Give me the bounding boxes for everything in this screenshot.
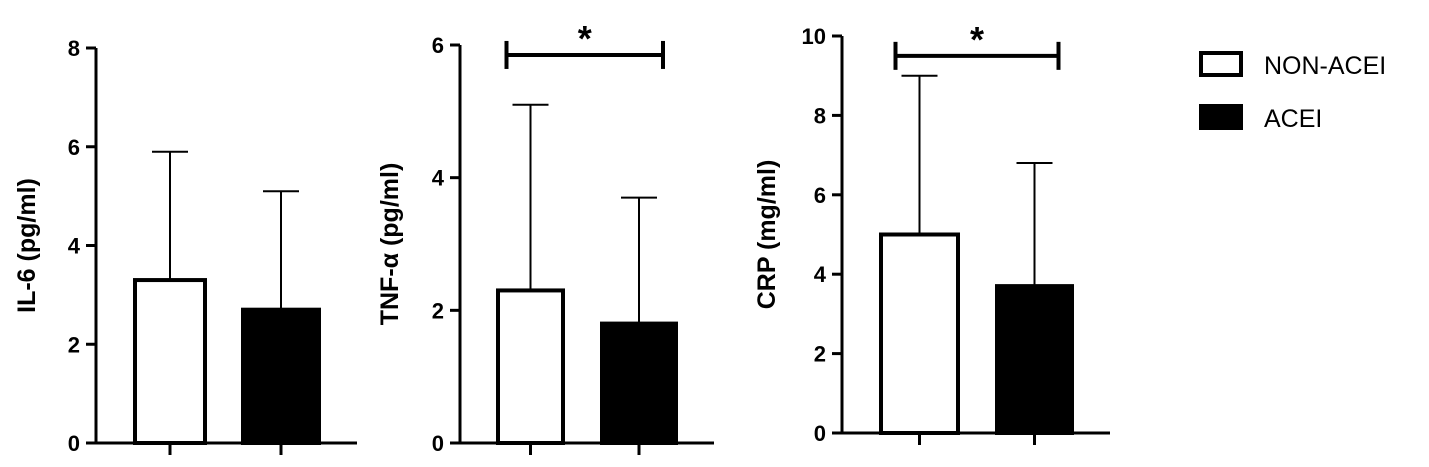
legend-label-acei: ACEI	[1264, 105, 1322, 133]
y-tick-label: 4	[432, 166, 445, 191]
y-tick-label: 10	[802, 24, 826, 49]
y-tick-label: 6	[814, 183, 826, 208]
y-tick-label: 2	[68, 332, 80, 357]
y-tick-label: 6	[432, 33, 444, 58]
bar-acei	[600, 321, 678, 446]
legend-swatch-acei	[1199, 104, 1243, 130]
legend: NON-ACEI ACEI	[1199, 51, 1386, 133]
bar-acei	[241, 307, 321, 445]
y-tick-label: 0	[814, 421, 826, 446]
y-tick-label: 0	[432, 431, 444, 456]
significance-star: *	[578, 18, 592, 59]
y-tick-label: 8	[68, 36, 80, 61]
chart-panels: 0 2 4 6 8 IL-6 (pg/ml) 0 2 4 6 TNF-α (pg/ml) * 0 2 4 6 8…	[13, 18, 1110, 456]
legend-label-non-acei: NON-ACEI	[1264, 52, 1386, 80]
chart-panel-2: 0 2 4 6 TNF-α (pg/ml) *	[376, 18, 714, 456]
y-tick-label: 4	[68, 234, 81, 259]
y-tick-label: 8	[814, 103, 826, 128]
y-axis-label: CRP (mg/ml)	[753, 160, 781, 310]
y-axis-label: IL-6 (pg/ml)	[13, 178, 41, 313]
bar-acei	[995, 284, 1074, 435]
significance-star: *	[970, 19, 984, 60]
bar-non-acei	[879, 232, 960, 435]
bar-non-acei	[133, 278, 207, 445]
bar-non-acei	[496, 288, 565, 445]
y-tick-label: 2	[814, 342, 826, 367]
y-tick-label: 0	[68, 431, 80, 456]
y-tick-label: 2	[432, 298, 444, 323]
chart-panel-3: 0 2 4 6 8 10 CRP (mg/ml) *	[753, 19, 1110, 446]
y-axis-label: TNF-α (pg/ml)	[376, 163, 404, 326]
y-tick-label: 4	[814, 262, 827, 287]
y-tick-label: 6	[68, 135, 80, 160]
chart-panel-1: 0 2 4 6 8 IL-6 (pg/ml)	[13, 36, 357, 456]
legend-swatch-non-acei	[1199, 51, 1243, 77]
